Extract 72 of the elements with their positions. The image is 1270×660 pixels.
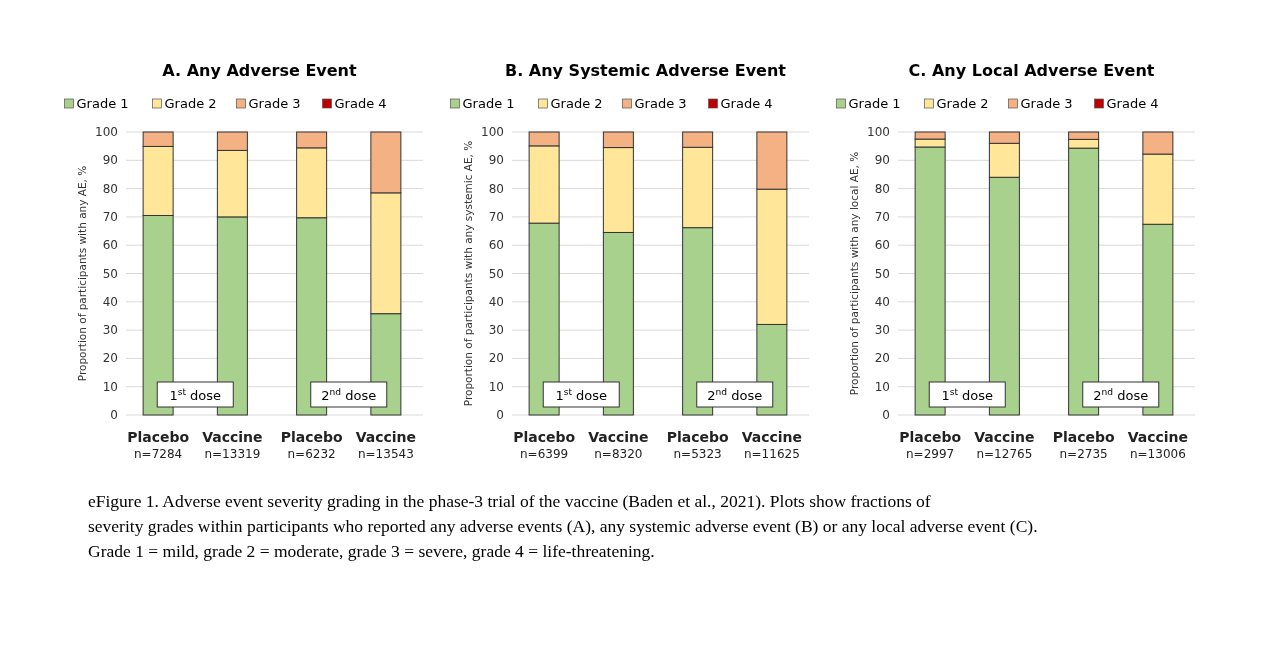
y-tick-label: 40: [488, 294, 504, 309]
x-tick-label: Vaccine n=12765: [974, 429, 1035, 461]
y-tick-label: 20: [874, 351, 890, 366]
annotation: 1$^{st}$ dose: [941, 387, 994, 403]
chart-title: C. Any Local Adverse Event: [908, 61, 1155, 80]
text: eFigure 1. Adverse event severity grading in the phase-3 trial of the vaccine (Baden et al., 2021). Plots show fractions of: [88, 491, 931, 511]
x-tick-label: Placebo n=2997: [899, 429, 962, 461]
chart-title: B. Any Systemic Adverse Event: [504, 61, 787, 80]
x-tick-label: Vaccine n=11625: [741, 429, 803, 461]
x-tick-label: Vaccine n=13319: [202, 429, 263, 461]
y-tick-label: 100: [481, 125, 504, 139]
legend-label: Grade 2: [164, 96, 217, 111]
y-tick-label: 70: [102, 209, 118, 224]
y-tick-label: 10: [874, 379, 890, 394]
legend-label: Grade 3: [634, 96, 687, 111]
legend-label: Grade 3: [248, 96, 301, 111]
annotation: 1$^{st}$ dose: [555, 387, 608, 403]
y-tick-label: 20: [102, 351, 118, 366]
annotation: 2$^{nd}$ dose: [707, 387, 763, 403]
legend-label: Grade 2: [550, 96, 603, 111]
chart-title: A. Any Adverse Event: [162, 61, 357, 80]
y-tick-label: 40: [102, 294, 118, 309]
y-axis-title: Proportion of participants with any systemic AE, %: [462, 140, 474, 407]
y-tick-label: 20: [488, 351, 504, 366]
x-tick-label: Placebo n=7284: [127, 429, 190, 461]
y-tick-label: 80: [102, 181, 118, 196]
y-axis-title: Proportion of participants with any AE, %: [76, 165, 88, 382]
y-tick-label: 50: [874, 266, 890, 281]
y-tick-label: 0: [110, 408, 118, 422]
y-tick-label: 30: [874, 323, 890, 338]
x-tick-label: Placebo n=5323: [666, 429, 729, 461]
y-tick-label: 80: [874, 181, 890, 196]
text: severity grades within participants who reported any adverse events (A), any systemic adverse event (B) or any local adverse event (C).: [88, 516, 1038, 536]
text: Grade 1 = mild, grade 2 = moderate, grade 3 = severe, grade 4 = life-threatening.: [88, 541, 655, 561]
y-tick-label: 10: [488, 379, 504, 394]
legend-label: Grade 1: [462, 96, 515, 111]
legend-label: Grade 4: [334, 96, 387, 111]
annotation: 1$^{st}$ dose: [169, 387, 222, 403]
y-tick-label: 70: [874, 209, 890, 224]
legend-label: Grade 4: [1106, 96, 1159, 111]
y-tick-label: 90: [874, 153, 890, 168]
legend-label: Grade 1: [76, 96, 129, 111]
y-tick-label: 30: [488, 323, 504, 338]
y-tick-label: 60: [874, 238, 890, 253]
y-tick-label: 50: [102, 266, 118, 281]
legend-label: Grade 1: [848, 96, 901, 111]
y-tick-label: 40: [874, 294, 890, 309]
y-tick-label: 0: [496, 408, 504, 422]
y-axis-title: Proportion of participants with any local AE, %: [848, 151, 860, 396]
x-tick-label: Vaccine n=13006: [1127, 429, 1189, 461]
y-tick-label: 50: [488, 266, 504, 281]
legend-label: Grade 2: [936, 96, 989, 111]
y-tick-label: 0: [882, 408, 890, 422]
y-tick-label: 90: [102, 153, 118, 168]
y-tick-label: 90: [488, 153, 504, 168]
legend-label: Grade 4: [720, 96, 773, 111]
x-tick-label: Vaccine n=8320: [588, 429, 649, 461]
y-tick-label: 80: [488, 181, 504, 196]
y-tick-label: 70: [488, 209, 504, 224]
x-tick-label: Placebo n=2735: [1052, 429, 1115, 461]
x-tick-label: Vaccine n=13543: [355, 429, 417, 461]
y-tick-label: 100: [95, 125, 118, 139]
annotation: 2$^{nd}$ dose: [1093, 387, 1149, 403]
y-tick-label: 10: [102, 379, 118, 394]
y-tick-label: 60: [488, 238, 504, 253]
annotation: 2$^{nd}$ dose: [321, 387, 377, 403]
legend-label: Grade 3: [1020, 96, 1073, 111]
y-tick-label: 30: [102, 323, 118, 338]
y-tick-label: 60: [102, 238, 118, 253]
y-tick-label: 100: [867, 125, 890, 139]
x-tick-label: Placebo n=6399: [513, 429, 576, 461]
x-tick-label: Placebo n=6232: [280, 429, 343, 461]
